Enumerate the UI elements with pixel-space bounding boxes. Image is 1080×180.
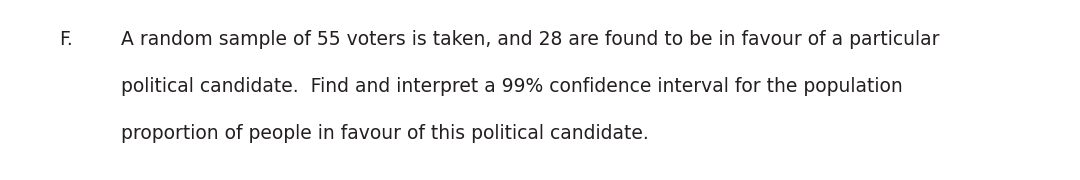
Text: F.: F. — [59, 30, 73, 49]
Text: political candidate.  Find and interpret a 99% confidence interval for the popul: political candidate. Find and interpret … — [121, 77, 903, 96]
Text: A random sample of 55 voters is taken, and 28 are found to be in favour of a par: A random sample of 55 voters is taken, a… — [121, 30, 940, 49]
Text: proportion of people in favour of this political candidate.: proportion of people in favour of this p… — [121, 124, 649, 143]
